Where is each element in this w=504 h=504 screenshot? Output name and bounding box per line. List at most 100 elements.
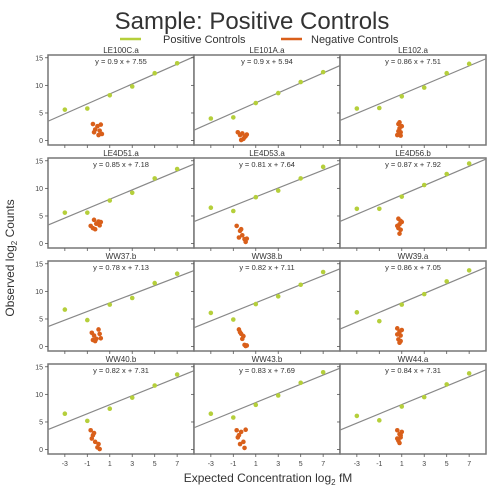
positive-control-point — [321, 70, 326, 75]
negative-control-point — [96, 442, 101, 447]
positive-control-point — [107, 406, 112, 411]
negative-control-point — [395, 428, 400, 433]
negative-control-point — [236, 435, 241, 440]
positive-control-point — [444, 172, 449, 177]
y-tick-label: 10 — [35, 186, 43, 193]
y-tick-label: 5 — [39, 316, 43, 323]
negative-control-point — [90, 436, 95, 441]
negative-control-point — [396, 129, 401, 134]
positive-control-point — [175, 372, 180, 377]
negative-control-point — [98, 220, 103, 225]
panel: WW44.ay = 0.84 x + 7.31 — [337, 355, 486, 457]
panel-frame — [48, 261, 194, 351]
fit-equation: y = 0.81 x + 7.64 — [239, 160, 295, 169]
positive-control-point — [63, 210, 68, 215]
positive-control-point — [467, 268, 472, 273]
negative-control-point — [397, 120, 402, 125]
negative-control-point — [399, 124, 404, 129]
y-tick-label: 15 — [35, 261, 43, 268]
positive-control-point — [130, 190, 135, 195]
negative-control-point — [239, 430, 244, 435]
positive-control-point — [253, 302, 258, 307]
positive-control-point — [63, 411, 68, 416]
panel-title: WW43.b — [252, 355, 283, 364]
panel-frame — [48, 364, 194, 454]
positive-control-point — [209, 116, 214, 121]
positive-control-point — [422, 85, 427, 90]
y-tick-labels: 0 5 10 15 0 5 10 15 0 5 10 15 0 5 10 15 — [35, 55, 43, 454]
y-tick-label: 10 — [35, 392, 43, 399]
x-tick-label: -3 — [62, 461, 68, 468]
panel: LE102.a y = 0.86 x + 7.51 — [337, 46, 486, 148]
positive-control-point — [444, 382, 449, 387]
positive-control-point — [377, 206, 382, 211]
positive-control-point — [209, 411, 214, 416]
fit-equation: y = 0.87 x + 7.92 — [385, 160, 441, 169]
panel-frame — [340, 158, 486, 248]
y-tick-label: 0 — [39, 138, 43, 145]
positive-control-point — [355, 106, 360, 111]
panel-frame — [48, 55, 194, 145]
fit-equation: y = 0.85 x + 7.18 — [93, 160, 149, 169]
positive-control-point — [355, 414, 360, 419]
negative-control-point — [98, 122, 103, 127]
y-tick-label: 15 — [35, 364, 43, 371]
panel-title: WW44.a — [398, 355, 429, 364]
legend: Positive Controls Negative Controls — [120, 34, 399, 46]
panel: LE4D53.a y = 0.81 x + 7.64 — [191, 149, 340, 251]
x-axis-label: Expected Concentration log2 fM — [184, 471, 353, 487]
positive-control-point — [377, 106, 382, 111]
y-tick-label: 10 — [35, 289, 43, 296]
negative-control-point — [244, 236, 249, 241]
negative-control-point — [398, 133, 403, 138]
positive-control-point — [298, 380, 303, 385]
negative-control-point — [397, 441, 402, 446]
x-tick-label: 3 — [130, 461, 134, 468]
x-tick-label: -1 — [376, 461, 382, 468]
panel: LE4D51.a y = 0.85 x + 7.18 — [45, 149, 194, 251]
x-tick-label: 7 — [467, 461, 471, 468]
positive-control-point — [467, 62, 472, 67]
fit-equation: y = 0.9 x + 5.94 — [241, 57, 293, 66]
positive-control-point — [152, 71, 157, 76]
x-tick-label: 1 — [254, 461, 258, 468]
negative-control-point — [92, 130, 97, 135]
positive-control-point — [399, 194, 404, 199]
negative-control-point — [239, 227, 244, 232]
positive-control-point — [276, 393, 281, 398]
negative-control-point — [91, 122, 96, 127]
panel-title: WW37.b — [106, 252, 137, 261]
x-tick-label: -1 — [230, 461, 236, 468]
panel-title: LE102.a — [398, 46, 428, 55]
panel-title: LE4D51.a — [103, 149, 139, 158]
panel-grid: LE100C.a y = 0.9 x + 7.55 LE101A.a y = 0.9 … — [45, 46, 486, 457]
negative-control-point — [96, 327, 101, 332]
negative-control-point — [239, 138, 244, 143]
positive-control-point — [399, 404, 404, 409]
positive-control-point — [209, 205, 214, 210]
panel: WW38.by = 0.82 x + 7.11 — [191, 252, 340, 354]
y-tick-label: 10 — [35, 83, 43, 90]
positive-control-point — [467, 371, 472, 376]
x-tick-label: 3 — [276, 461, 280, 468]
negative-control-point — [395, 436, 400, 441]
x-tick-label: -1 — [84, 461, 90, 468]
negative-control-point — [243, 427, 248, 432]
panel-title: WW38.b — [252, 252, 283, 261]
negative-control-point — [92, 218, 97, 223]
positive-control-point — [321, 165, 326, 170]
x-tick-label: 7 — [321, 461, 325, 468]
negative-control-point — [396, 226, 401, 231]
positive-control-point — [231, 317, 236, 322]
negative-control-point — [398, 433, 403, 438]
panel: LE100C.ay = 0.9 x + 7.55 — [45, 46, 194, 148]
negative-control-point — [399, 328, 404, 333]
fit-equation: y = 0.86 x + 7.05 — [385, 263, 441, 272]
x-tick-label: 7 — [175, 461, 179, 468]
positive-control-point — [231, 415, 236, 420]
panel-frame — [340, 364, 486, 454]
positive-control-point — [276, 188, 281, 193]
negative-control-point — [234, 224, 239, 229]
y-tick-label: 15 — [35, 158, 43, 165]
negative-control-point — [238, 442, 243, 447]
